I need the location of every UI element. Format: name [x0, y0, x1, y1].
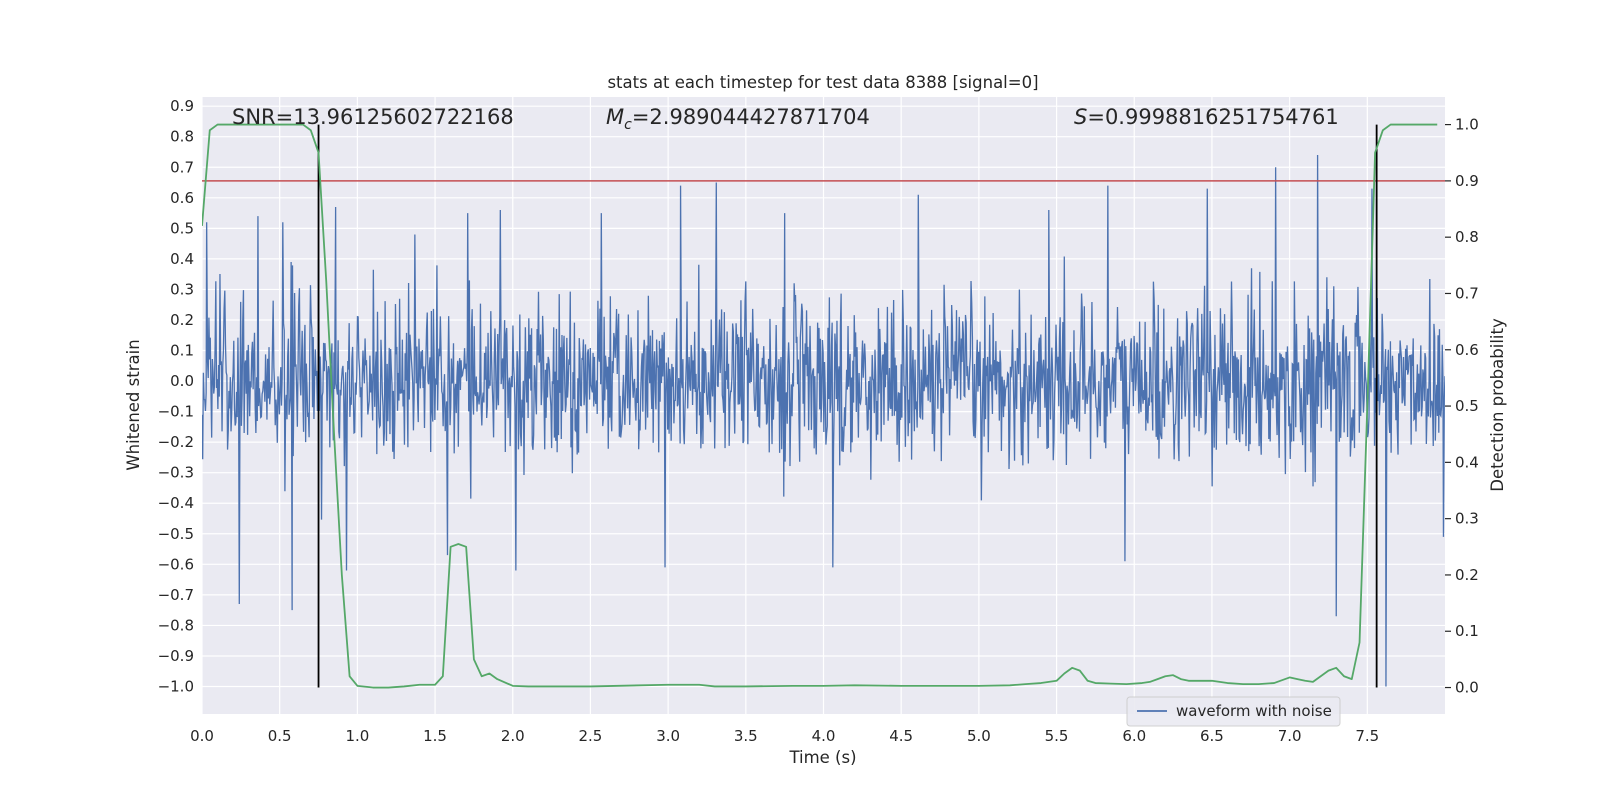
x-tick-label: 3.0: [656, 727, 680, 745]
y-tick-label: −1.0: [158, 678, 194, 696]
y-tick-label: 0.7: [170, 158, 194, 176]
s-symbol: S: [1074, 105, 1087, 129]
x-tick-label: 0.5: [268, 727, 292, 745]
y-tick-label: −0.9: [158, 647, 194, 665]
y2-tick-label: 0.6: [1455, 341, 1479, 359]
x-tick-label: 5.0: [967, 727, 991, 745]
x-tick-label: 2.5: [579, 727, 603, 745]
x-tick-label: 6.0: [1122, 727, 1146, 745]
y2-tick-label: 0.2: [1455, 566, 1479, 584]
snr-annotation: SNR=13.96125602722168: [232, 105, 514, 129]
x-tick-label: 4.0: [812, 727, 836, 745]
legend-entry-waveform: waveform with noise: [1176, 702, 1332, 720]
x-tick-label: 6.5: [1200, 727, 1224, 745]
y-tick-label: −0.2: [158, 433, 194, 451]
s-value: =0.9998816251754761: [1087, 105, 1338, 129]
y-tick-label: −0.7: [158, 586, 194, 604]
y-tick-label: −0.3: [158, 464, 194, 482]
x-tick-label: 3.5: [734, 727, 758, 745]
snr-value: 13.96125602722168: [293, 105, 513, 129]
legend: waveform with noise: [1127, 697, 1340, 726]
y-axis-label: Whitened strain: [124, 339, 143, 470]
x-tick-label: 0.0: [190, 727, 214, 745]
y-tick-label: −0.4: [158, 494, 194, 512]
y-tick-label: 0.1: [170, 342, 194, 360]
y-tick-label: −0.5: [158, 525, 194, 543]
y2-tick-label: 1.0: [1455, 116, 1479, 134]
mc-value: =2.989044427871704: [632, 105, 870, 129]
y2-tick-label: 0.3: [1455, 510, 1479, 528]
x-axis-label: Time (s): [788, 748, 856, 767]
y2-tick-label: 0.4: [1455, 453, 1479, 471]
y-tick-label: 0.8: [170, 128, 194, 146]
y-tick-label: −0.6: [158, 555, 194, 573]
y2-tick-label: 0.9: [1455, 172, 1479, 190]
y-tick-label: −0.1: [158, 403, 194, 421]
y-tick-label: 0.9: [170, 97, 194, 115]
y-tick-label: 0.3: [170, 280, 194, 298]
y2-tick-label: 0.5: [1455, 397, 1479, 415]
y2-axis-label: Detection probability: [1488, 318, 1507, 492]
x-tick-label: 7.5: [1355, 727, 1379, 745]
x-tick-label: 2.0: [501, 727, 525, 745]
s-annotation: S=0.9998816251754761: [1074, 105, 1339, 129]
mc-symbol: M: [606, 105, 624, 129]
y-tick-label: 0.0: [170, 372, 194, 390]
y2-tick-label: 0.8: [1455, 228, 1479, 246]
x-tick-label: 7.0: [1278, 727, 1302, 745]
y-tick-label: 0.6: [170, 189, 194, 207]
x-tick-label: 4.5: [889, 727, 913, 745]
y2-tick-label: 0.0: [1455, 679, 1479, 697]
mc-annotation: Mc=2.989044427871704: [606, 105, 870, 133]
x-tick-label: 1.5: [423, 727, 447, 745]
chart-title: stats at each timestep for test data 838…: [607, 73, 1038, 92]
y-tick-label: 0.2: [170, 311, 194, 329]
y-tick-label: −0.8: [158, 616, 194, 634]
y-tick-label: 0.4: [170, 250, 194, 268]
y2-tick-label: 0.7: [1455, 284, 1479, 302]
y2-tick-label: 0.1: [1455, 622, 1479, 640]
y-tick-label: 0.5: [170, 219, 194, 237]
x-tick-label: 5.5: [1045, 727, 1069, 745]
snr-prefix: SNR=: [232, 105, 293, 129]
x-tick-label: 1.0: [345, 727, 369, 745]
